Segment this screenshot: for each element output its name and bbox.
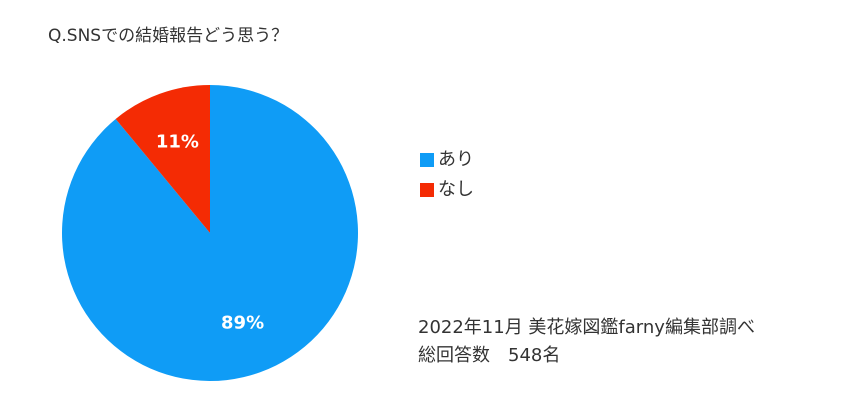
legend-swatch xyxy=(420,183,434,197)
pie-slice xyxy=(115,85,210,233)
annotation: 2022年11月 美花嫁図鑑farny編集部調べ xyxy=(418,317,755,338)
legend-swatch xyxy=(420,153,434,167)
annotation: 総回答数 548名 xyxy=(418,345,560,366)
value-label: 11% xyxy=(156,131,199,152)
legend-label: なし xyxy=(438,179,474,200)
value-label: 89% xyxy=(221,313,264,334)
legend-label: あり xyxy=(438,149,474,170)
pie-slice xyxy=(62,85,359,381)
chart-title: Q.SNSでの結婚報告どう思う？ xyxy=(48,26,288,46)
